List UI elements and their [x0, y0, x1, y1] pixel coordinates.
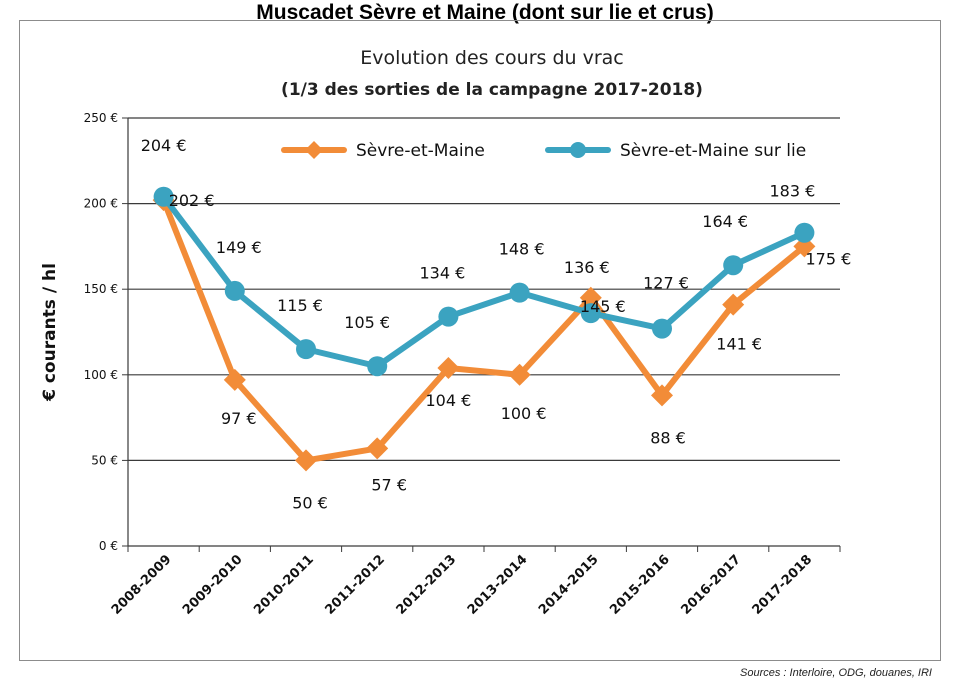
- data-label: 204 €: [141, 136, 187, 155]
- chart-subtitle: (1/3 des sorties de la campagne 2017-201…: [281, 80, 703, 100]
- data-label: 97 €: [221, 409, 257, 428]
- y-tick-label: 100 €: [84, 368, 118, 382]
- y-axis-label: € courants / hl: [40, 263, 60, 402]
- x-tick-label: 2009-2010: [180, 552, 246, 618]
- data-point-circle: [224, 280, 245, 301]
- data-point-diamond: [722, 293, 745, 316]
- x-tick-label: 2012-2013: [394, 552, 460, 618]
- data-point-circle: [438, 306, 459, 327]
- data-point-circle: [153, 186, 174, 207]
- data-label-layer: 202 € 97 € 50 € 57 € 104 € 100 € 145 € 88 € 141 …: [141, 136, 852, 513]
- data-label: 88 €: [650, 428, 686, 447]
- data-label: 183 €: [769, 182, 815, 201]
- y-tick-label: 50 €: [91, 453, 118, 467]
- data-point-circle: [367, 356, 388, 377]
- legend-marker-diamond: [305, 141, 323, 159]
- x-tick-label: 2013-2014: [465, 552, 531, 618]
- x-tick-label: 2011-2012: [322, 552, 388, 618]
- data-label: 115 €: [277, 296, 323, 315]
- data-point-circle: [580, 303, 601, 324]
- x-tick-label: 2014-2015: [536, 552, 602, 618]
- data-point-diamond: [223, 368, 246, 391]
- data-label: 141 €: [716, 335, 762, 354]
- data-point-diamond: [651, 384, 673, 407]
- data-point-diamond: [437, 356, 460, 379]
- data-point-circle: [723, 255, 744, 276]
- series-line-sevre-et-maine: [160, 197, 808, 464]
- data-label: 164 €: [702, 212, 748, 231]
- grid-layer: [128, 117, 840, 461]
- data-point-diamond: [295, 449, 317, 472]
- legend-marker-circle: [570, 142, 586, 158]
- data-label: 145 €: [580, 297, 626, 316]
- data-point-circle: [794, 222, 815, 243]
- y-tick-label: 0 €: [99, 539, 118, 553]
- data-point-diamond: [508, 363, 531, 386]
- y-tick-label: 150 €: [84, 282, 118, 296]
- data-label: 148 €: [499, 240, 545, 259]
- data-label: 104 €: [425, 391, 471, 410]
- legend-label: Sèvre-et-Maine sur lie: [620, 141, 806, 161]
- x-tick-label: 2015-2016: [607, 552, 673, 618]
- data-label: 100 €: [501, 404, 547, 423]
- data-label: 175 €: [805, 249, 851, 268]
- data-label: 202 €: [169, 191, 215, 210]
- axis-layer: 0 € 50 € 100 € 150 € 200 € 250 € 2008-2009 2009…: [84, 111, 841, 618]
- x-tick-label: 2008-2009: [109, 552, 175, 618]
- x-tick-label: 2016-2017: [678, 552, 744, 618]
- y-tick-label: 250 €: [84, 111, 118, 125]
- legend-label: Sèvre-et-Maine: [356, 141, 485, 161]
- data-label: 149 €: [216, 238, 262, 257]
- chart-title: Evolution des cours du vrac: [360, 47, 623, 69]
- source-note: Sources : Interloire, ODG, douanes, IRI: [740, 667, 932, 679]
- data-point-diamond: [579, 286, 602, 309]
- y-tick-label: 200 €: [84, 197, 118, 211]
- data-label: 127 €: [643, 274, 689, 293]
- data-point-circle: [509, 282, 530, 303]
- series-line-sur-lie: [160, 193, 808, 370]
- chart-frame: [19, 20, 941, 661]
- data-point-diamond: [366, 437, 389, 460]
- x-tick-label: 2017-2018: [750, 552, 816, 618]
- series-layer: [152, 186, 816, 472]
- data-label: 50 €: [292, 493, 328, 512]
- data-label: 134 €: [419, 264, 465, 283]
- data-label: 105 €: [344, 313, 390, 332]
- x-tick-label: 2010-2011: [251, 552, 317, 618]
- data-point-circle: [296, 339, 316, 360]
- page-title: Muscadet Sèvre et Maine (dont sur lie et…: [256, 1, 714, 24]
- data-point-circle: [652, 318, 672, 339]
- data-label: 57 €: [371, 475, 407, 494]
- legend: Sèvre-et-Maine Sèvre-et-Maine sur lie: [281, 141, 806, 161]
- data-label: 136 €: [564, 258, 610, 277]
